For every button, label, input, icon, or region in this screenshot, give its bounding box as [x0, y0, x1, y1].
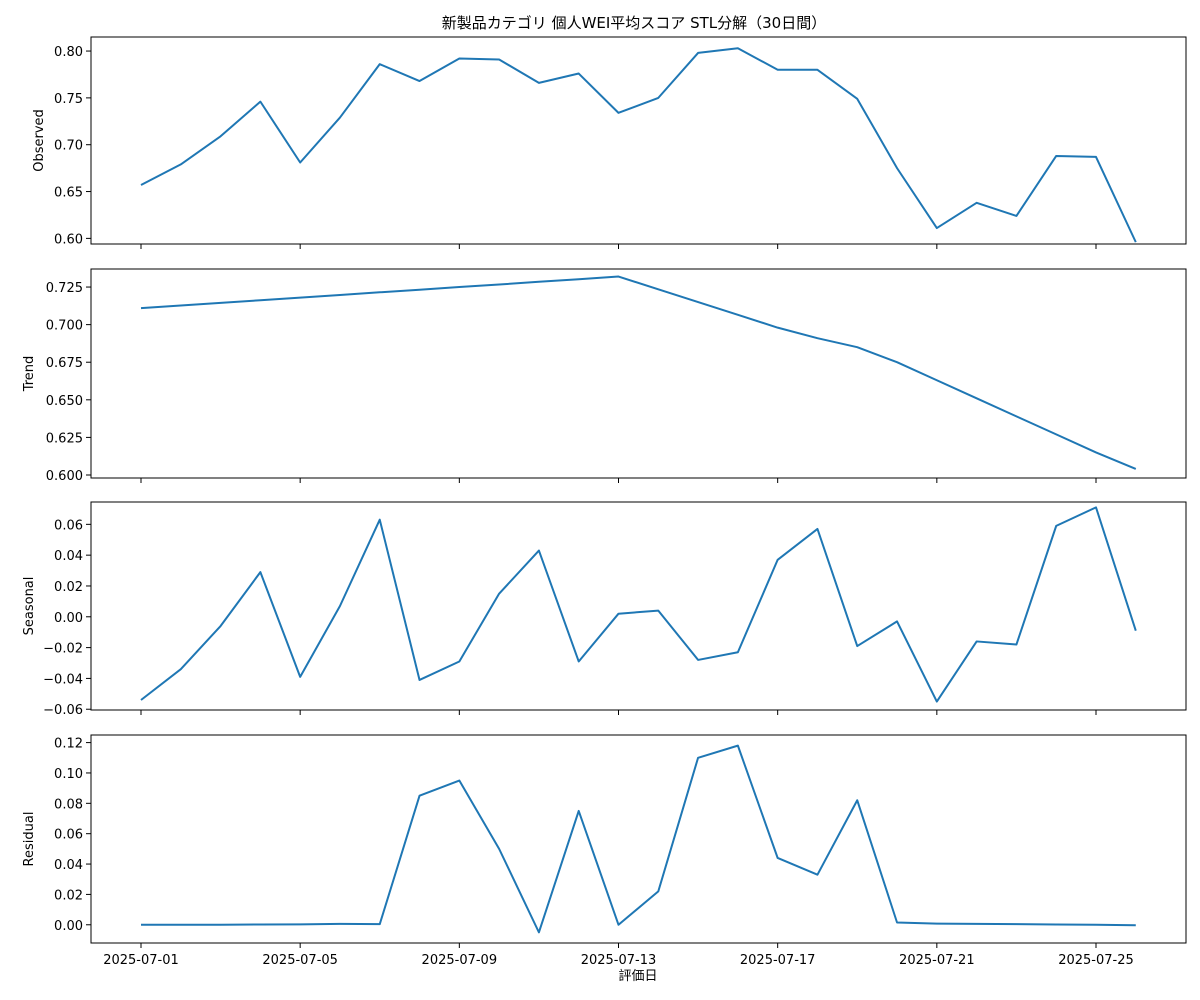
axes-frame [90, 501, 1187, 711]
x-tick-label: 2025-07-21 [899, 953, 975, 968]
y-tick-label: 0.00 [54, 611, 83, 626]
y-tick-label: 0.600 [46, 469, 83, 484]
panel-residual: 0.00 0.02 0.04 0.06 0.08 0.10 0.12 2025-07-01 20… [22, 734, 1187, 968]
y-tick-label: 0.02 [54, 580, 83, 595]
y-tick-label: 0.00 [54, 919, 83, 934]
y-tick-label: 0.725 [46, 281, 83, 296]
y-tick-label: 0.65 [54, 186, 83, 201]
x-tick-label: 2025-07-25 [1058, 953, 1134, 968]
chart-title: 新製品カテゴリ 個人WEI平均スコア STL分解（30日間） [442, 14, 826, 32]
panel-observed: 0.60 0.65 0.70 0.75 0.80 Observed [32, 36, 1187, 249]
y-axis-label: Seasonal [22, 577, 37, 636]
y-tick-label: 0.02 [54, 888, 83, 903]
y-tick-label: 0.700 [46, 319, 83, 334]
y-tick-label: 0.80 [54, 45, 83, 60]
series-line-trend [140, 275, 1137, 470]
y-tick-label: −0.06 [43, 703, 83, 718]
y-axis-label: Observed [32, 109, 47, 172]
y-tick-label: 0.70 [54, 139, 83, 154]
y-tick-label: 0.650 [46, 394, 83, 409]
series-line-residual [141, 744, 1136, 934]
x-tick-label: 2025-07-05 [262, 953, 338, 968]
axes-frame [90, 268, 1187, 479]
y-tick-label: 0.675 [46, 356, 83, 371]
y-tick-label: −0.02 [43, 642, 83, 657]
series-line-observed [140, 47, 1137, 243]
y-tick-label: 0.12 [54, 737, 83, 752]
axes-frame [90, 36, 1187, 245]
y-tick-label: 0.75 [54, 92, 83, 107]
y-tick-label: 0.06 [54, 828, 83, 843]
x-tick-label: 2025-07-01 [103, 953, 179, 968]
y-tick-label: −0.04 [43, 672, 83, 687]
y-tick-label: 0.625 [46, 431, 83, 446]
x-axis-label: 評価日 [618, 969, 657, 984]
panels-group: 0.600.650.700.750.80Observed0.6000.6250.… [22, 36, 1187, 968]
panel-trend: 0.600 0.625 0.650 0.675 0.700 0.725 Trend [22, 268, 1187, 484]
y-tick-label: 0.04 [54, 549, 83, 564]
y-tick-label: 0.06 [54, 518, 83, 533]
series-line-seasonal [140, 506, 1137, 703]
y-tick-label: 0.60 [54, 232, 83, 247]
y-axis-label: Trend [22, 356, 37, 393]
y-tick-label: 0.04 [54, 858, 83, 873]
x-tick-label: 2025-07-13 [581, 953, 657, 968]
y-tick-label: 0.10 [54, 767, 83, 782]
x-tick-label: 2025-07-09 [422, 953, 498, 968]
panel-seasonal: −0.06 −0.04 −0.02 0.00 0.02 0.04 0.06 Seasonal [22, 501, 1187, 718]
x-tick-label: 2025-07-17 [740, 953, 816, 968]
y-axis-label: Residual [22, 812, 37, 867]
y-tick-label: 0.08 [54, 797, 83, 812]
axes-frame [90, 734, 1187, 944]
